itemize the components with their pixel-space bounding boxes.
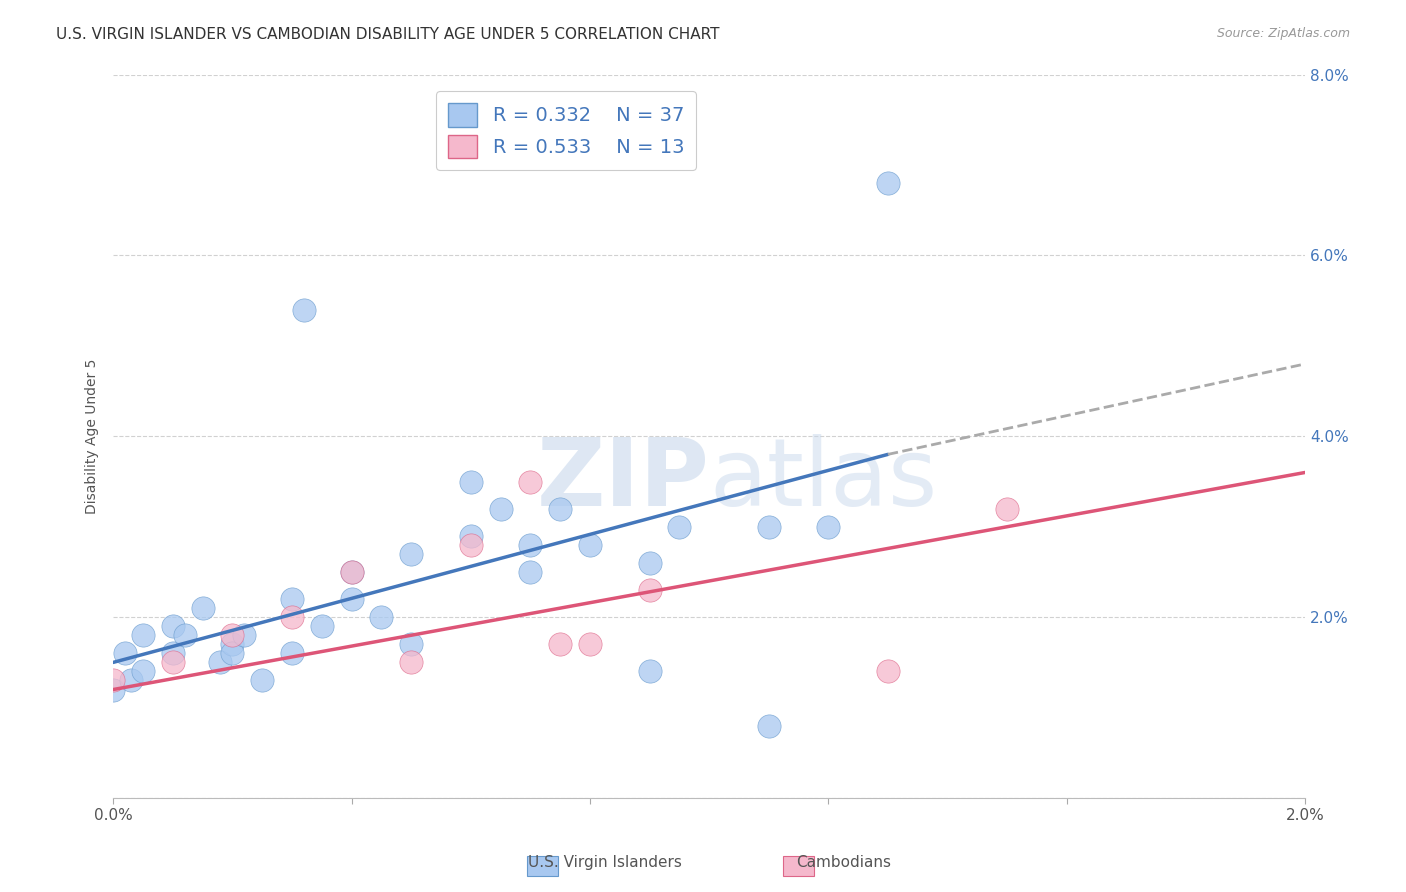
Legend: R = 0.332    N = 37, R = 0.533    N = 13: R = 0.332 N = 37, R = 0.533 N = 13 [436,92,696,170]
Point [877,665,900,679]
Point [758,520,780,534]
Point [281,592,304,607]
Point [995,501,1018,516]
Point [877,176,900,190]
Point [638,556,661,570]
Point [340,565,363,579]
Point [758,719,780,733]
Text: U.S. VIRGIN ISLANDER VS CAMBODIAN DISABILITY AGE UNDER 5 CORRELATION CHART: U.S. VIRGIN ISLANDER VS CAMBODIAN DISABI… [56,27,720,42]
Point [233,628,256,642]
Point [132,665,155,679]
Point [519,475,541,489]
Point [162,619,184,633]
Point [221,646,243,660]
Point [548,501,571,516]
Y-axis label: Disability Age Under 5: Disability Age Under 5 [86,359,100,514]
Point [132,628,155,642]
Point [340,592,363,607]
Text: U.S. Virgin Islanders: U.S. Virgin Islanders [527,855,682,870]
Point [370,610,392,624]
Text: Cambodians: Cambodians [796,855,891,870]
Point [519,565,541,579]
Point [120,673,142,688]
Point [281,646,304,660]
Point [548,637,571,651]
Point [460,529,482,543]
Point [114,646,136,660]
Point [340,565,363,579]
Point [103,673,125,688]
Point [489,501,512,516]
Point [191,601,214,615]
Point [399,656,422,670]
Point [638,582,661,597]
Point [399,637,422,651]
Point [638,665,661,679]
Point [460,538,482,552]
Point [221,628,243,642]
Point [209,656,232,670]
Point [162,646,184,660]
Point [162,656,184,670]
Point [221,637,243,651]
Point [668,520,690,534]
Point [250,673,273,688]
Point [292,302,315,317]
Point [817,520,839,534]
Point [281,610,304,624]
Text: atlas: atlas [709,434,938,525]
Point [460,475,482,489]
Text: ZIP: ZIP [536,434,709,525]
Point [103,682,125,697]
Point [173,628,195,642]
Point [519,538,541,552]
Point [579,637,602,651]
Text: Source: ZipAtlas.com: Source: ZipAtlas.com [1216,27,1350,40]
Point [399,547,422,561]
Point [579,538,602,552]
Point [311,619,333,633]
